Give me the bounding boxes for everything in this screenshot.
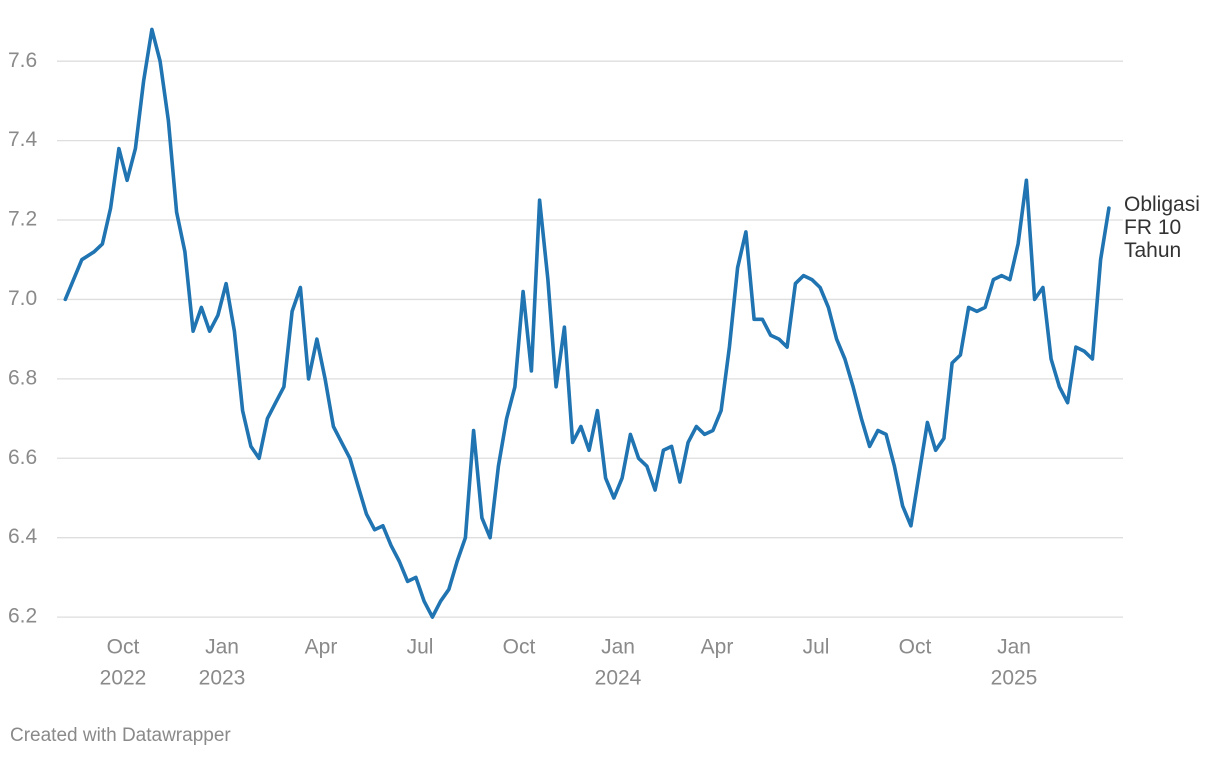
x-tick-label: 2025	[991, 667, 1038, 690]
y-tick-label: 7.0	[8, 287, 37, 310]
x-tick-label: Apr	[701, 636, 734, 659]
y-tick-label: 6.6	[8, 446, 37, 469]
x-tick-label: Jan	[997, 636, 1031, 659]
footer: Created with Datawrapper	[10, 725, 231, 746]
x-tick-label: Jan	[205, 636, 239, 659]
x-tick-label: Oct	[107, 636, 140, 659]
x-tick-label: Jul	[407, 636, 434, 659]
x-tick-label: Jan	[601, 636, 635, 659]
series-label: Obligasi FR 10 Tahun	[1124, 193, 1200, 262]
y-tick-label: 7.4	[8, 128, 38, 151]
x-tick-label: Oct	[899, 636, 932, 659]
x-tick-label: Oct	[503, 636, 536, 659]
y-tick-label: 6.8	[8, 366, 37, 389]
x-tick-label: Apr	[305, 636, 338, 659]
y-tick-label: 6.2	[8, 605, 37, 628]
y-tick-label: 7.6	[8, 49, 37, 72]
line	[63, 27, 1111, 619]
x-tick-label: 2024	[595, 667, 642, 690]
y-tick-label: 6.4	[8, 525, 38, 548]
x-tick-label: 2022	[100, 667, 147, 690]
x-tick-label: 2023	[199, 667, 246, 690]
y-tick-label: 7.2	[8, 208, 37, 231]
x-tick-label: Jul	[803, 636, 830, 659]
